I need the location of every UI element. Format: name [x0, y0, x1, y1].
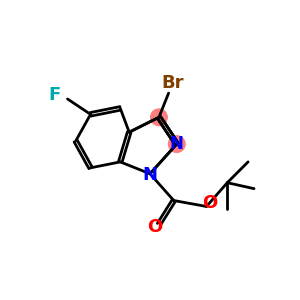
Text: O: O [147, 218, 162, 236]
Circle shape [151, 109, 167, 126]
Text: O: O [202, 194, 217, 212]
Text: N: N [142, 166, 158, 184]
Circle shape [168, 136, 185, 152]
Text: Br: Br [161, 74, 184, 92]
Text: F: F [49, 86, 61, 104]
Text: N: N [170, 135, 184, 153]
